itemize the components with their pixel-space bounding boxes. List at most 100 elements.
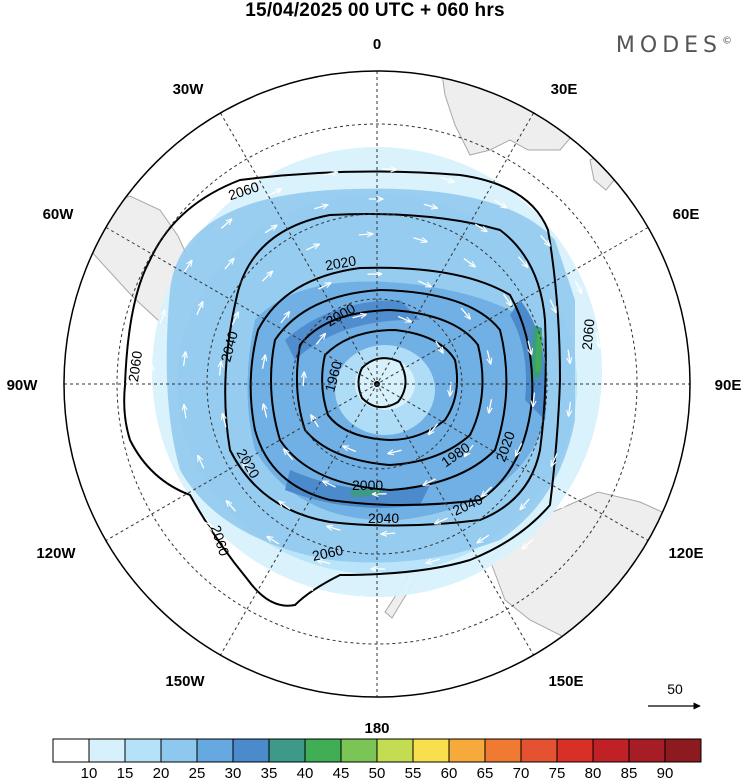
contour-2040 <box>224 213 547 527</box>
colorbar-tick-label: 40 <box>297 765 314 782</box>
lon-label-150w: 150W <box>165 673 205 690</box>
colorbar-tick-label: 50 <box>369 765 386 782</box>
wind-vector <box>280 312 290 324</box>
wind-vector <box>569 402 571 416</box>
colorbar-bin <box>376 738 414 763</box>
colorbar-bin <box>412 738 450 763</box>
wind-vector <box>151 365 152 380</box>
contour-inner <box>357 357 407 409</box>
wind-vector <box>517 256 527 268</box>
wind-vector <box>300 586 314 592</box>
wind-vector <box>533 392 535 407</box>
wind-vector <box>155 421 158 436</box>
wind-vector <box>263 355 266 369</box>
longitude-labels: 0 30E 60E 90E 120E 150E 180 150W 120W 90… <box>7 36 742 737</box>
wind-vector <box>311 415 319 428</box>
wind-vector <box>317 560 331 564</box>
wind-vector <box>243 462 251 475</box>
contour-label: 2060 <box>579 318 598 351</box>
wind-vector <box>397 315 411 322</box>
wind-vector <box>323 481 336 488</box>
colorbar-tick-label: 35 <box>261 765 278 782</box>
contour-label: 2040 <box>368 510 399 526</box>
map-title: 15/04/2025 00 UTC + 060 hrs <box>245 0 505 21</box>
wind-vector <box>473 572 486 579</box>
contour-label: 2000 <box>352 477 383 493</box>
contour-2000 <box>270 288 508 492</box>
wind-vector <box>568 349 570 364</box>
reference-vector: 50 <box>648 681 701 710</box>
wind-vector <box>267 537 280 545</box>
wind-vector <box>220 219 231 229</box>
contour-label: 2060 <box>311 542 345 564</box>
wind-vector <box>279 501 291 511</box>
reference-vector-label: 50 <box>667 681 683 697</box>
colorbar-bin <box>268 738 306 763</box>
lon-label-90e: 90E <box>715 377 742 394</box>
colorbar-bin <box>88 738 126 763</box>
wind-vector <box>440 176 454 182</box>
colorbar-bin <box>232 738 270 763</box>
colorbar-tick-label: 65 <box>477 765 494 782</box>
lon-label-150e: 150E <box>548 673 583 690</box>
wind-vector <box>423 478 436 485</box>
wind-vector <box>516 443 523 456</box>
map-boundary <box>63 70 691 698</box>
colorbar-tick-label: 10 <box>81 765 98 782</box>
colorbar-bin <box>448 738 486 763</box>
colorbar-tick-label: 60 <box>441 765 458 782</box>
wind-vector <box>413 238 428 242</box>
wind-vector <box>223 414 226 428</box>
wind-vector <box>318 283 330 290</box>
wind-vector <box>172 475 180 488</box>
wind-vector <box>263 404 266 418</box>
wind-vector <box>528 340 531 355</box>
colorbar-bin <box>664 738 702 763</box>
colorbar-tick-label: 75 <box>549 765 566 782</box>
colorbar-tick-label: 30 <box>225 765 242 782</box>
wind-vector <box>198 456 205 469</box>
colorbar-bin <box>124 738 162 763</box>
contour-label: 2060 <box>125 350 145 383</box>
wind-vector <box>314 205 327 210</box>
wind-vector <box>268 189 282 196</box>
wind-vector <box>264 225 277 234</box>
wind-vector <box>597 332 600 347</box>
wind-vector <box>540 234 550 246</box>
colorbar-bin <box>340 738 378 763</box>
wind-vectors <box>151 169 603 599</box>
contour-2060 <box>123 170 562 607</box>
colorbar-tick-label: 45 <box>333 765 350 782</box>
wind-vector <box>306 244 319 251</box>
wind-vector <box>435 517 448 524</box>
wind-vector <box>463 257 475 267</box>
colorbar-tick-label: 70 <box>513 765 530 782</box>
wind-vector <box>248 560 260 569</box>
wind-vector <box>562 495 571 508</box>
wind-vector <box>574 280 581 294</box>
contour-1960 <box>321 328 458 442</box>
wind-vector <box>184 352 186 366</box>
wind-vector <box>224 258 234 270</box>
lon-label-30e: 30E <box>551 81 578 98</box>
wind-vector <box>358 234 373 235</box>
wind-vector <box>204 522 214 534</box>
wind-vector <box>589 444 595 458</box>
wind-vector <box>159 310 164 324</box>
colorbar-tick-label: 90 <box>657 765 674 782</box>
wind-vector <box>522 539 534 549</box>
wind-vector <box>303 372 304 387</box>
colorbar-tick-label: 55 <box>405 765 422 782</box>
contour-label: 2020 <box>324 252 358 273</box>
colorbar: 10 15 20 25 30 35 40 45 50 55 60 65 70 75 80 85 90 <box>52 738 702 782</box>
wind-vector <box>284 449 294 461</box>
wind-vector <box>520 498 530 510</box>
lon-label-0: 0 <box>373 36 381 53</box>
colorbar-bin <box>628 738 666 763</box>
colorbar-bin <box>520 738 558 763</box>
colorbar-bin <box>484 738 522 763</box>
wind-vector <box>460 307 470 319</box>
colorbar-tick-label: 20 <box>153 765 170 782</box>
contour-label: 1960 <box>321 359 345 393</box>
